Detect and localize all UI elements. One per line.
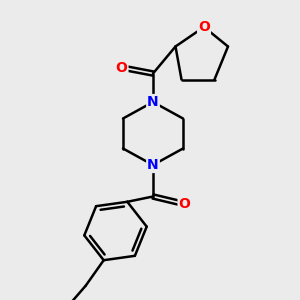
Text: N: N (147, 158, 159, 172)
Text: O: O (198, 20, 210, 34)
Text: O: O (178, 197, 190, 211)
Text: O: O (116, 61, 128, 74)
Text: N: N (147, 95, 159, 109)
